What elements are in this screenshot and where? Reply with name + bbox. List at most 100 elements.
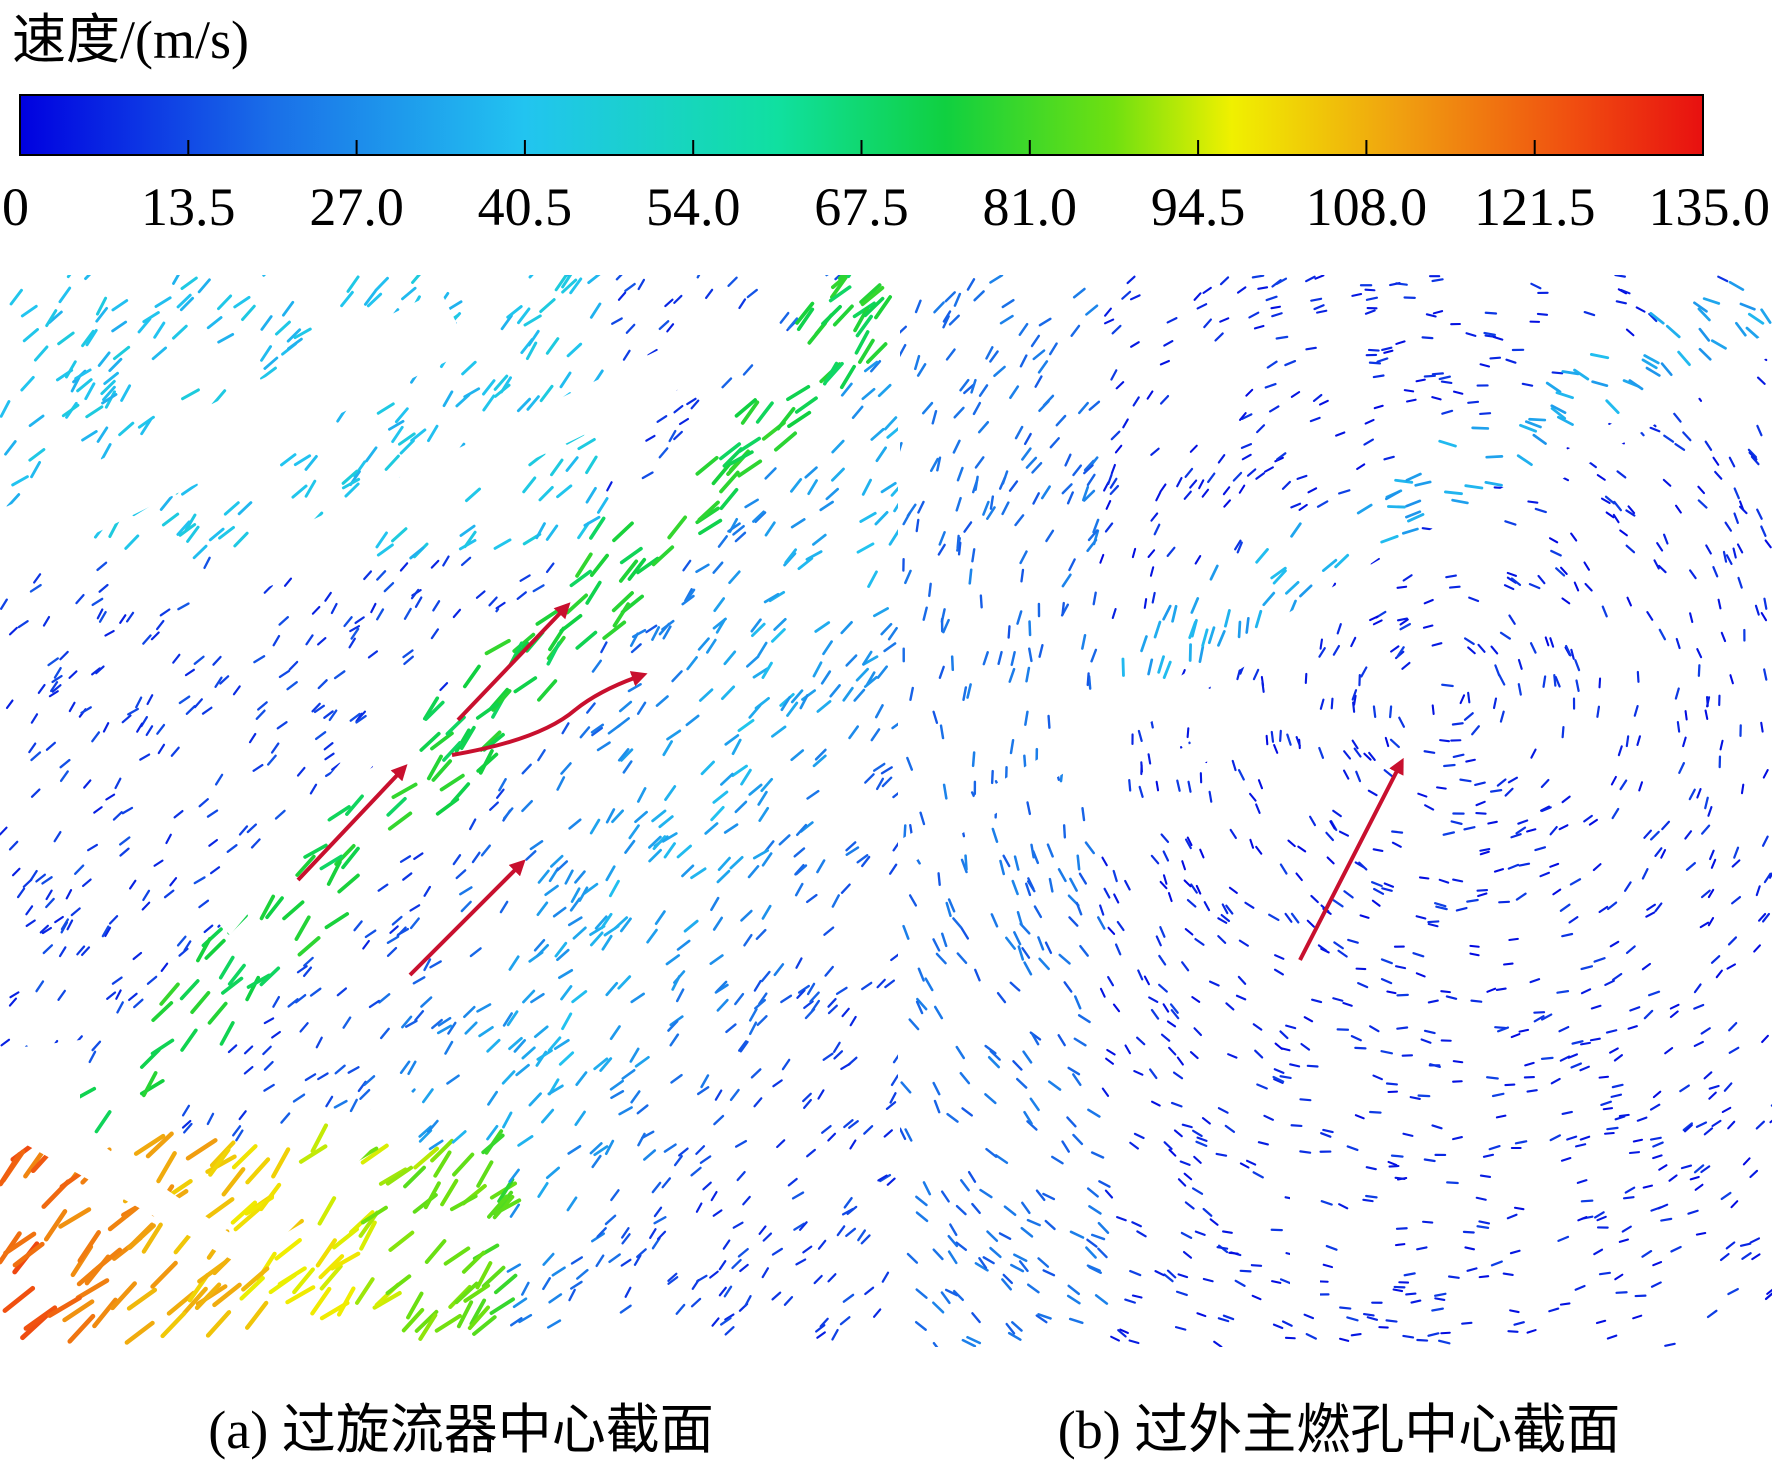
vector	[1677, 350, 1691, 367]
vector	[1281, 480, 1292, 490]
vector	[1305, 275, 1316, 283]
vector	[922, 1181, 932, 1196]
vector	[1155, 780, 1160, 792]
vector	[723, 1285, 733, 1298]
vector	[1372, 619, 1383, 626]
vector	[924, 977, 934, 992]
vector	[1475, 812, 1487, 815]
vector	[1550, 407, 1567, 420]
vector	[47, 1295, 82, 1318]
vector	[956, 466, 964, 482]
vector	[1209, 1218, 1219, 1226]
vector	[1654, 847, 1663, 857]
vector	[91, 667, 101, 676]
vector	[366, 292, 383, 308]
vector	[993, 365, 1006, 378]
vector	[1416, 1338, 1429, 1342]
vector	[440, 1178, 459, 1207]
vector	[1067, 1284, 1081, 1296]
vector	[1085, 304, 1099, 316]
vector	[1367, 789, 1378, 797]
vector	[110, 1281, 137, 1311]
vector	[324, 912, 350, 930]
vector	[823, 926, 835, 936]
vector	[612, 521, 634, 543]
vector	[1274, 954, 1285, 960]
vector	[1158, 983, 1168, 993]
vector	[1155, 935, 1162, 947]
vector	[1365, 1166, 1377, 1171]
vector	[989, 275, 1004, 284]
vector	[370, 602, 377, 614]
vector	[1166, 317, 1178, 324]
vector	[460, 900, 472, 913]
vector	[675, 988, 685, 1003]
vector	[1463, 826, 1476, 831]
vector	[1087, 529, 1099, 542]
vector	[317, 1072, 329, 1081]
vector	[1149, 566, 1155, 577]
vector	[561, 278, 578, 294]
vector	[1664, 1047, 1674, 1055]
vector	[690, 1166, 702, 1177]
vector	[1632, 1314, 1643, 1320]
vector	[95, 296, 108, 316]
vector	[1550, 1077, 1561, 1085]
vector	[1416, 1246, 1428, 1251]
vector	[1270, 566, 1287, 580]
vector	[1415, 972, 1426, 978]
vector	[112, 811, 123, 821]
vector	[1390, 645, 1400, 653]
vector	[97, 351, 111, 367]
vector	[1239, 1269, 1252, 1273]
vector	[737, 459, 763, 478]
vector	[180, 1028, 198, 1052]
vector	[963, 521, 973, 533]
vector	[1652, 1261, 1663, 1267]
vector	[996, 991, 1007, 1004]
vector	[1648, 312, 1658, 323]
vector	[1355, 770, 1362, 783]
vector	[636, 1248, 647, 1259]
vector	[855, 314, 873, 338]
vector	[190, 990, 211, 1014]
vector	[239, 1276, 265, 1301]
vector	[636, 787, 647, 803]
vector	[1338, 489, 1351, 495]
vector	[1362, 1198, 1374, 1203]
vector	[528, 1092, 542, 1107]
vector	[57, 331, 75, 346]
vector	[629, 632, 639, 647]
vector	[93, 806, 103, 814]
vector	[798, 1221, 808, 1231]
vector	[643, 1149, 657, 1161]
vector	[567, 1144, 582, 1155]
vector	[1506, 571, 1518, 577]
vector	[48, 690, 59, 698]
vector	[1424, 804, 1435, 811]
vector	[402, 649, 414, 659]
vector	[843, 1196, 853, 1209]
vector	[533, 938, 546, 952]
vector	[940, 1291, 951, 1305]
vector	[1047, 1080, 1062, 1091]
vector	[1423, 750, 1436, 754]
panel-b	[900, 275, 1772, 1347]
vector	[1446, 1181, 1459, 1185]
vector	[1580, 988, 1592, 995]
vector	[842, 686, 854, 702]
vector	[1109, 477, 1118, 489]
vector	[825, 487, 840, 501]
vector	[206, 316, 223, 330]
vector	[1683, 1123, 1693, 1133]
vector	[839, 1316, 851, 1326]
vector	[852, 301, 876, 319]
vector	[1113, 893, 1120, 904]
vector	[1354, 1046, 1367, 1050]
vector	[1654, 902, 1663, 913]
vector	[742, 364, 754, 376]
vector	[1730, 1200, 1739, 1209]
vector	[1111, 607, 1117, 620]
vector	[991, 827, 999, 843]
vector	[537, 869, 550, 884]
